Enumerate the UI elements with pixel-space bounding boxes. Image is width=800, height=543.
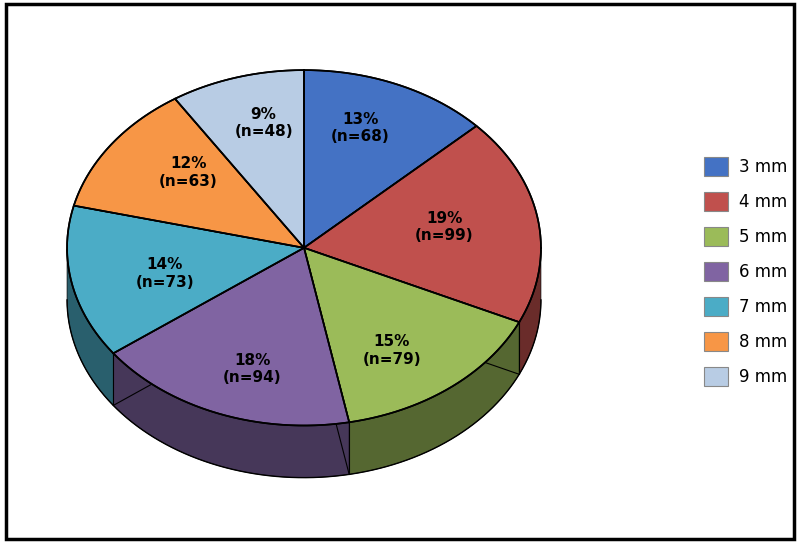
Polygon shape <box>519 250 541 374</box>
Polygon shape <box>114 353 349 478</box>
Polygon shape <box>114 248 349 426</box>
Polygon shape <box>67 249 114 406</box>
Polygon shape <box>304 126 541 322</box>
Text: 13%
(n=68): 13% (n=68) <box>331 112 390 144</box>
Polygon shape <box>175 70 304 248</box>
Text: 9%
(n=48): 9% (n=48) <box>234 106 293 139</box>
Polygon shape <box>304 248 519 422</box>
Polygon shape <box>349 322 519 475</box>
Text: 18%
(n=94): 18% (n=94) <box>223 353 282 386</box>
Text: 15%
(n=79): 15% (n=79) <box>362 334 421 367</box>
Polygon shape <box>74 99 304 248</box>
Legend: 3 mm, 4 mm, 5 mm, 6 mm, 7 mm, 8 mm, 9 mm: 3 mm, 4 mm, 5 mm, 6 mm, 7 mm, 8 mm, 9 mm <box>704 156 788 387</box>
Polygon shape <box>304 70 477 248</box>
Text: 12%
(n=63): 12% (n=63) <box>158 156 218 188</box>
Text: 19%
(n=99): 19% (n=99) <box>415 211 474 243</box>
Polygon shape <box>67 206 304 353</box>
Text: 14%
(n=73): 14% (n=73) <box>135 257 194 289</box>
